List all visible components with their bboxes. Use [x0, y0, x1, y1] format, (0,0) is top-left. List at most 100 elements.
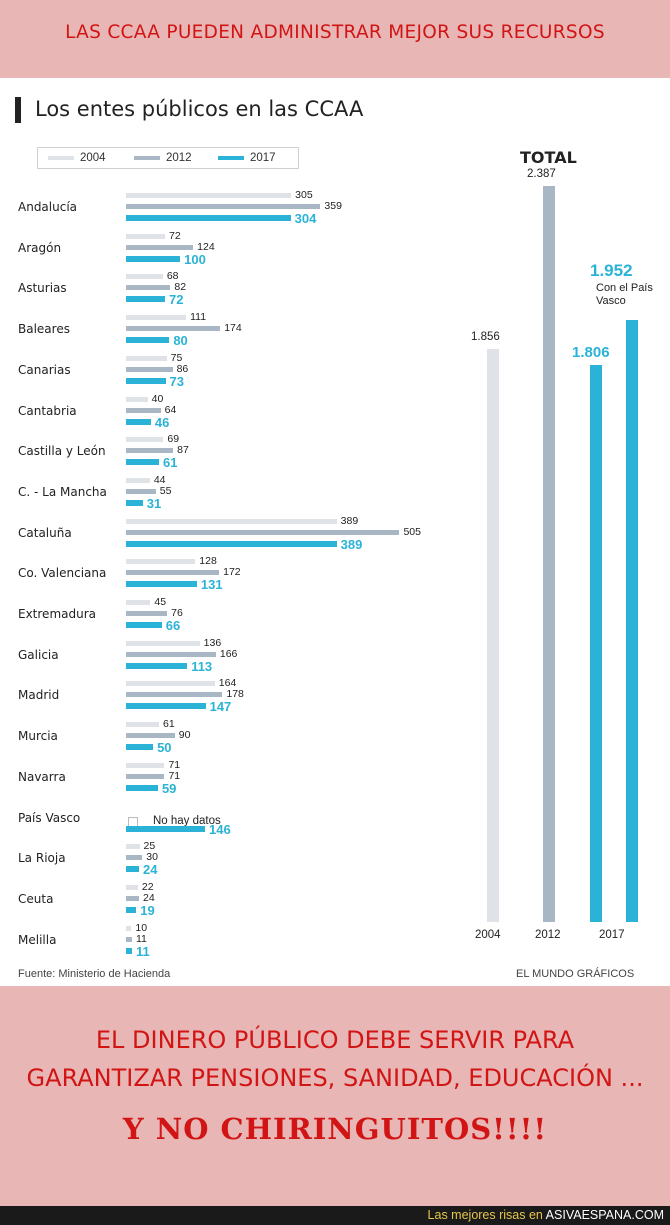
value-label-2012: 86: [176, 362, 189, 375]
value-label-2004: 71: [168, 758, 181, 771]
value-label-2012: 174: [224, 322, 242, 335]
category-label: Melilla: [18, 932, 57, 947]
no-data-label: No hay datos: [153, 814, 221, 827]
total-value-label: 1.806: [572, 343, 610, 361]
legend-label-2004: 2004: [80, 152, 106, 164]
bar-2012: [126, 204, 321, 209]
bar-2012: [126, 895, 139, 901]
category-label: Canarias: [18, 362, 71, 377]
bar-2004: [126, 681, 215, 687]
value-label-2004: 305: [295, 189, 313, 201]
total-chart-title: TOTAL: [520, 148, 577, 167]
bar-2017: [126, 662, 188, 669]
bar-2017: [126, 459, 160, 466]
top-banner-text: LAS CCAA PUEDEN ADMINISTRAR MEJOR SUS RE…: [65, 22, 605, 43]
legend-swatch-2004: [48, 155, 74, 160]
bottom-banner-line-1: EL DINERO PÚBLICO DEBE SERVIR PARA: [95, 1026, 575, 1054]
value-label-2017: 31: [146, 495, 162, 511]
total-year-label: 2017: [599, 929, 625, 941]
chart-title-marker: [15, 97, 21, 123]
bar-2012: [126, 488, 156, 494]
bar-2004: [126, 315, 187, 321]
value-label-2017: 304: [294, 211, 317, 226]
value-label-2017: 24: [142, 862, 158, 878]
value-label-2017: 61: [163, 455, 178, 471]
category-label: La Rioja: [18, 851, 66, 866]
value-label-2012: 87: [177, 444, 189, 457]
value-label-2004: 68: [166, 270, 179, 283]
legend-label-2012: 2012: [166, 152, 192, 164]
category-label: C. - La Mancha: [18, 484, 107, 499]
bar-2017: [126, 703, 206, 710]
category-label: País Vasco: [18, 810, 81, 825]
bottom-banner: EL DINERO PÚBLICO DEBE SERVIR PARA GARAN…: [0, 986, 670, 1206]
bar-2012: [126, 285, 171, 291]
bar-2004: [126, 884, 138, 890]
total-year-label: 2012: [535, 929, 561, 941]
total-bar-2017: [626, 319, 638, 922]
bar-2017: [126, 418, 151, 425]
value-label-2017: 11: [135, 943, 150, 959]
bar-2004: [126, 233, 165, 239]
value-label-2012: 71: [168, 769, 181, 782]
value-label-2012: 359: [324, 200, 342, 212]
footer-brand-link[interactable]: ASIVAESPANA.COM: [545, 1208, 664, 1222]
value-label-2012: 166: [219, 647, 238, 660]
footer-tagline: Las mejores risas en: [427, 1208, 543, 1222]
bar-2017: [126, 866, 139, 873]
category-label: Cataluña: [18, 525, 72, 540]
value-label-2017: 146: [209, 821, 231, 837]
total-value-label: 1.856: [471, 331, 500, 344]
bar-2004: [126, 925, 132, 931]
value-label-2017: 80: [173, 333, 188, 349]
footer-text: Las mejores risas en ASIVAESPANA.COM: [428, 1208, 664, 1222]
bar-2017: [126, 581, 197, 588]
bar-2017: [126, 377, 166, 384]
legend-label-2017: 2017: [250, 152, 276, 164]
value-label-2004: 22: [141, 880, 154, 893]
value-label-2004: 44: [153, 473, 166, 486]
bar-2004: [126, 193, 292, 198]
bar-2004: [126, 274, 163, 280]
category-label: Co. Valenciana: [18, 566, 107, 581]
value-label-2017: 131: [200, 577, 223, 593]
bar-2012: [126, 651, 216, 657]
bar-2004: [126, 396, 148, 402]
bar-2012: [126, 407, 161, 413]
bar-2012: [126, 733, 175, 739]
value-label-2017: 100: [184, 251, 206, 267]
bar-2012: [126, 366, 173, 372]
total-bar-2004: [487, 349, 499, 922]
category-label: Galicia: [18, 647, 59, 662]
value-label-2004: 61: [163, 718, 175, 731]
bar-2012: [126, 773, 165, 779]
category-label: Castilla y León: [18, 444, 106, 459]
value-label-2012: 124: [197, 240, 215, 253]
bar-2004: [126, 355, 167, 361]
bar-2017: [126, 906, 137, 913]
value-label-2012: 178: [226, 688, 244, 701]
bar-2012: [126, 936, 132, 942]
category-label: Navarra: [18, 769, 66, 784]
bar-2017: [126, 622, 162, 628]
value-label-2012: 30: [146, 851, 158, 864]
bar-2017: [126, 947, 132, 954]
top-banner: LAS CCAA PUEDEN ADMINISTRAR MEJOR SUS RE…: [0, 0, 670, 78]
value-label-2017: 19: [140, 902, 155, 918]
bar-2004: [126, 477, 150, 483]
value-label-2012: 24: [142, 891, 155, 904]
legend-item-2017: 2017: [218, 152, 276, 164]
bar-2012: [126, 855, 143, 861]
value-label-2012: 90: [178, 729, 191, 742]
total-note: Con el País Vasco: [596, 282, 653, 307]
total-bar-2017: [590, 364, 602, 922]
chart-credit: EL MUNDO GRÁFICOS: [516, 968, 635, 980]
value-label-2012: 76: [171, 607, 183, 619]
bar-2004: [126, 559, 196, 565]
value-label-2004: 111: [190, 311, 207, 324]
value-label-2004: 45: [154, 596, 167, 608]
value-label-2017: 46: [154, 414, 170, 430]
bar-2012: [126, 570, 220, 576]
bar-2017: [126, 825, 206, 832]
bar-2017: [126, 540, 337, 547]
